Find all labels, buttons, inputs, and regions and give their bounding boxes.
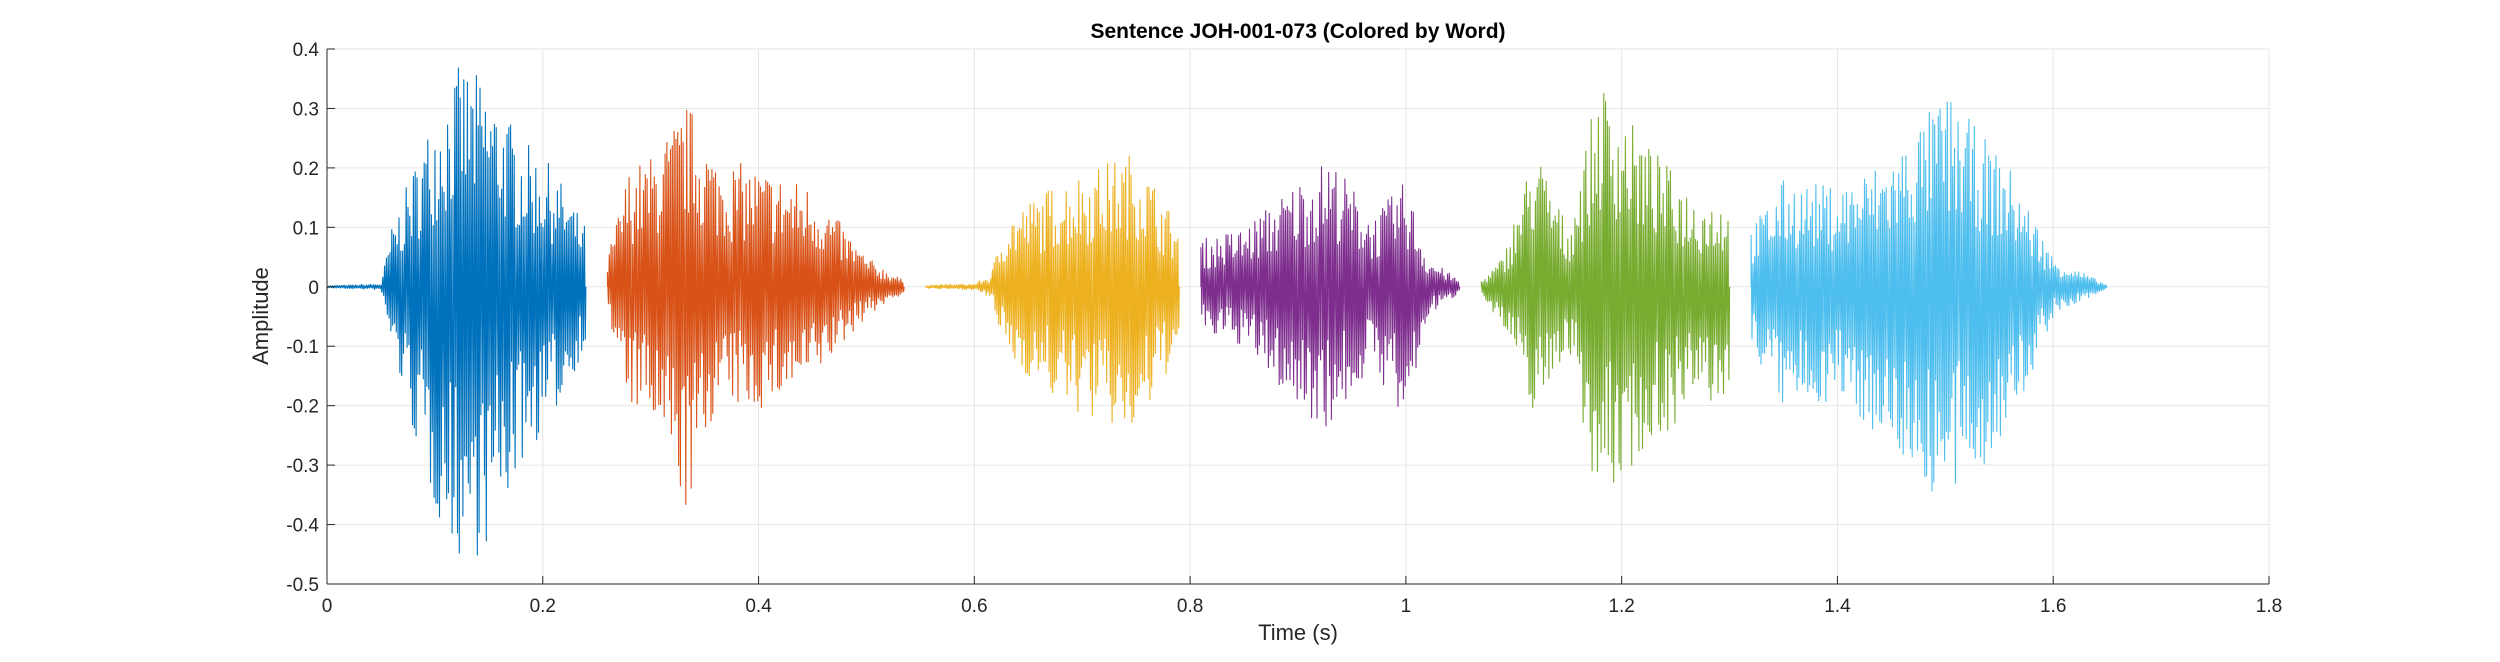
waveform-segment-2 [606, 109, 905, 506]
x-tick-label: 1.4 [1824, 596, 1851, 617]
y-axis-label: Amplitude [248, 267, 273, 365]
x-axis-label: Time (s) [1258, 620, 1338, 645]
chart-title: Sentence JOH-001-073 (Colored by Word) [1090, 20, 1505, 43]
y-tick-label: -0.4 [286, 516, 319, 537]
x-tick-label: 0.8 [1177, 596, 1203, 617]
tick-layer: 0 0.2 0.4 0.6 0.8 1 1.2 1.4 1.6 1.80.40.30.20.10-… [286, 40, 2282, 617]
y-tick-label: 0.1 [293, 218, 319, 239]
y-tick-label: 0 [308, 278, 319, 299]
x-tick-label: 0 [322, 596, 333, 617]
y-tick-label: 0.3 [293, 99, 319, 120]
x-tick-label: 1.6 [2040, 596, 2066, 617]
waveform-segment-4 [1200, 166, 1461, 427]
x-tick-label: 1 [1401, 596, 1412, 617]
x-tick-label: 0.2 [530, 596, 556, 617]
y-tick-label: -0.5 [286, 575, 319, 596]
waveform-segment-5 [1480, 92, 1731, 483]
y-tick-label: 0.2 [293, 159, 319, 180]
axes-layer [326, 49, 2269, 585]
waveform-segment-1 [326, 67, 587, 556]
waveform-segment-6 [1750, 101, 2108, 492]
series-layer [326, 67, 2108, 556]
y-tick-label: -0.2 [286, 397, 319, 418]
y-tick-label: -0.3 [286, 456, 319, 477]
x-tick-label: 1.2 [1608, 596, 1634, 617]
y-tick-label: 0.4 [293, 40, 320, 61]
x-tick-label: 0.4 [745, 596, 772, 617]
waveform-segment-3 [925, 155, 1180, 424]
x-tick-label: 1.8 [2256, 596, 2282, 617]
x-tick-label: 0.6 [961, 596, 987, 617]
y-tick-label: -0.1 [286, 337, 319, 358]
